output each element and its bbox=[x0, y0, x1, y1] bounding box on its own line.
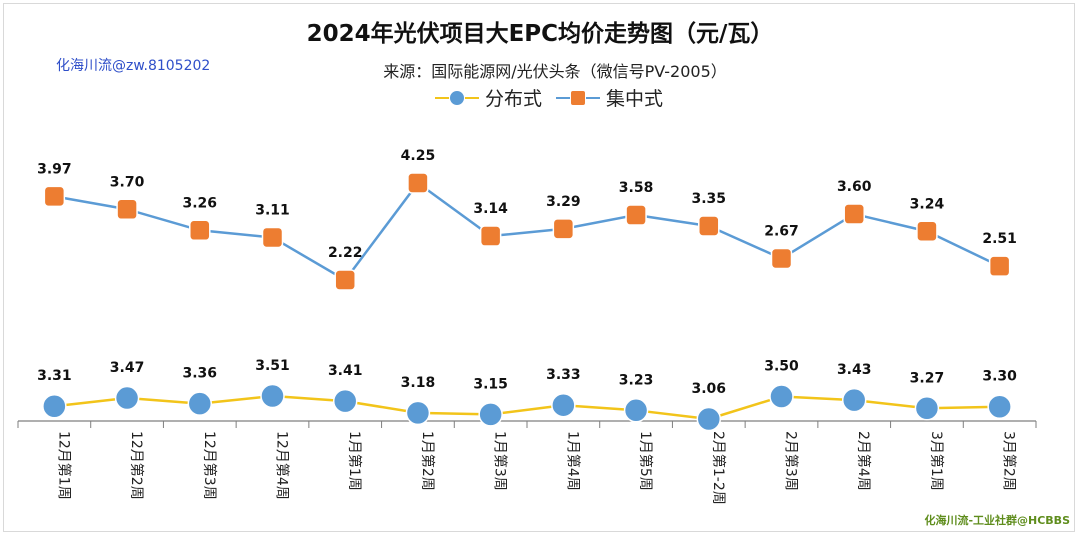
chart-title: 2024年光伏项目大EPC均价走势图（元/瓦） bbox=[306, 21, 774, 47]
series-line-centralized bbox=[54, 181, 1001, 282]
data-point-centralized bbox=[407, 172, 429, 194]
data-point-centralized bbox=[625, 204, 647, 226]
x-tick-label: 3月第2周 bbox=[1001, 431, 1018, 491]
data-label-centralized: 3.11 bbox=[255, 202, 290, 218]
legend-marker-circle bbox=[449, 89, 465, 106]
data-point-centralized bbox=[698, 215, 720, 237]
data-point-distributed bbox=[914, 396, 940, 421]
data-point-centralized bbox=[770, 247, 793, 270]
data-point-distributed bbox=[623, 398, 649, 423]
data-label-distributed: 3.36 bbox=[183, 366, 218, 382]
data-point-centralized bbox=[189, 219, 211, 242]
x-tick-label: 12月第3周 bbox=[201, 431, 218, 500]
x-tick-label: 2月第1-2周 bbox=[710, 431, 727, 505]
data-label-centralized: 2.22 bbox=[328, 245, 363, 261]
data-label-centralized: 3.35 bbox=[692, 191, 727, 207]
data-label-centralized: 4.25 bbox=[401, 148, 436, 164]
data-label-distributed: 3.51 bbox=[255, 358, 290, 374]
data-point-centralized bbox=[261, 226, 284, 249]
data-label-centralized: 3.29 bbox=[546, 194, 581, 210]
data-label-centralized: 3.60 bbox=[837, 179, 872, 195]
data-label-distributed: 3.18 bbox=[401, 375, 436, 391]
legend-item-distributed: 分布式 bbox=[435, 84, 542, 111]
chart-legend: 分布式 集中式 bbox=[435, 84, 677, 111]
x-tick-label: 1月第3周 bbox=[492, 431, 509, 491]
x-tick-label: 1月第1周 bbox=[346, 431, 363, 491]
data-point-distributed bbox=[114, 385, 140, 411]
data-label-distributed: 3.06 bbox=[692, 381, 727, 397]
data-point-distributed bbox=[769, 384, 794, 409]
data-point-centralized bbox=[988, 255, 1011, 277]
data-label-centralized: 3.14 bbox=[473, 201, 508, 217]
x-tick-label: 2月第4周 bbox=[855, 431, 872, 491]
data-point-distributed bbox=[332, 388, 358, 414]
data-label-centralized: 3.24 bbox=[910, 196, 945, 212]
data-point-distributed bbox=[551, 392, 576, 418]
watermark-left: 化海川流@zw.8105202 bbox=[56, 58, 211, 74]
x-tick-label: 12月第2周 bbox=[128, 431, 145, 500]
data-label-distributed: 3.33 bbox=[546, 367, 581, 383]
data-label-distributed: 3.41 bbox=[328, 363, 363, 379]
x-tick-label: 3月第1周 bbox=[928, 431, 945, 491]
data-point-centralized bbox=[916, 220, 938, 243]
legend-line-distributed bbox=[435, 89, 479, 106]
data-label-distributed: 3.31 bbox=[37, 368, 72, 384]
data-point-distributed bbox=[478, 402, 503, 427]
data-point-centralized bbox=[334, 269, 356, 291]
x-tick-label: 1月第2周 bbox=[419, 431, 436, 491]
data-label-distributed: 3.30 bbox=[982, 369, 1017, 385]
data-label-centralized: 3.70 bbox=[110, 174, 145, 190]
data-point-centralized bbox=[843, 203, 865, 225]
data-point-distributed bbox=[841, 387, 867, 413]
chart-subtitle: 来源：国际能源网/光伏头条（微信号PV-2005） bbox=[383, 62, 727, 81]
legend-marker-square bbox=[570, 89, 587, 106]
data-label-distributed: 3.47 bbox=[110, 360, 145, 376]
data-point-centralized bbox=[43, 185, 66, 208]
data-point-centralized bbox=[116, 198, 138, 221]
data-label-distributed: 3.43 bbox=[837, 362, 872, 378]
data-point-distributed bbox=[42, 393, 67, 419]
x-tick-label: 12月第1周 bbox=[55, 431, 72, 500]
data-point-distributed bbox=[987, 394, 1012, 419]
legend-line-centralized bbox=[556, 89, 601, 106]
data-label-distributed: 3.27 bbox=[910, 370, 945, 386]
data-label-distributed: 3.50 bbox=[764, 359, 799, 375]
data-point-distributed bbox=[405, 400, 431, 426]
legend-item-centralized: 集中式 bbox=[556, 84, 663, 111]
data-label-centralized: 3.26 bbox=[183, 195, 218, 211]
x-tick-label: 12月第4周 bbox=[274, 431, 291, 500]
legend-label-centralized: 集中式 bbox=[606, 88, 664, 110]
x-tick-label: 1月第4周 bbox=[564, 431, 581, 491]
data-point-distributed bbox=[696, 406, 722, 432]
data-label-centralized: 2.67 bbox=[764, 223, 799, 239]
legend-label-distributed: 分布式 bbox=[485, 88, 543, 110]
data-label-distributed: 3.23 bbox=[619, 372, 654, 388]
x-tick-label: 1月第5周 bbox=[637, 431, 654, 491]
data-label-distributed: 3.15 bbox=[473, 376, 508, 392]
watermark-right: 化海川流-工业社群@HCBBS bbox=[924, 514, 1070, 527]
data-point-distributed bbox=[260, 383, 285, 409]
data-point-centralized bbox=[552, 218, 575, 240]
data-label-centralized: 3.97 bbox=[37, 161, 72, 177]
data-point-centralized bbox=[479, 225, 502, 247]
data-point-distributed bbox=[187, 391, 213, 416]
data-label-centralized: 2.51 bbox=[982, 231, 1017, 247]
chart-frame bbox=[3, 3, 1075, 532]
x-tick-label: 2月第3周 bbox=[783, 431, 800, 491]
data-label-centralized: 3.58 bbox=[619, 180, 654, 196]
